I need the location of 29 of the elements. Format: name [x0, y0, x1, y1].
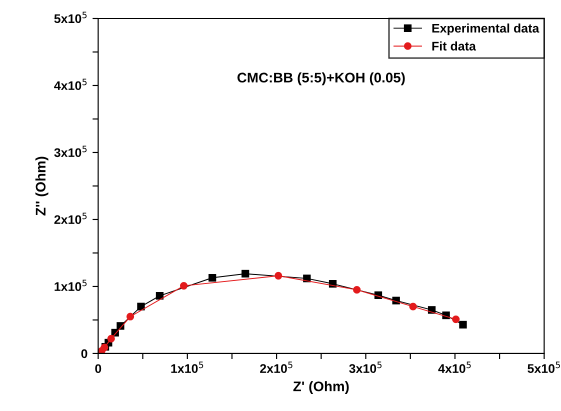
y-tick-label: 4x10$^{5}$	[54, 78, 87, 90]
y-axis-title: Z'' (Ohm)	[35, 156, 48, 216]
x-tick-label: 1x10$^{5}$	[171, 362, 204, 373]
x-tick-label: 0	[95, 364, 102, 374]
legend-label: Experimental data	[432, 23, 540, 36]
y-tick-label: 5x10$^{5}$	[54, 12, 87, 24]
point	[137, 302, 145, 310]
point	[459, 320, 467, 328]
x-tick-label: 3x10$^{5}$	[349, 362, 382, 373]
y-tick-label: 0	[81, 349, 88, 358]
point	[274, 272, 282, 280]
y-tick-label: 1x10$^{5}$	[54, 280, 87, 292]
point	[156, 292, 164, 300]
x-tick-label: 2x10$^{5}$	[260, 362, 292, 373]
x-tick-label: 4x10$^{5}$	[438, 362, 471, 373]
point	[208, 274, 216, 282]
point	[353, 286, 361, 294]
point	[126, 312, 134, 320]
point	[409, 302, 417, 310]
point	[242, 270, 250, 278]
annotation: CMC:BB (5:5)+KOH (0.05)	[237, 72, 405, 86]
point	[180, 282, 188, 290]
point	[107, 334, 115, 343]
legend-label: Fit data	[432, 41, 476, 51]
y-tick-label: 2x10$^{5}$	[54, 212, 87, 224]
x-axis-title: Z' (Ohm)	[293, 381, 349, 394]
point	[452, 315, 460, 324]
x-tick-label: 5x10$^{5}$	[528, 362, 560, 373]
y-tick-label: 3x10$^{5}$	[54, 146, 87, 158]
